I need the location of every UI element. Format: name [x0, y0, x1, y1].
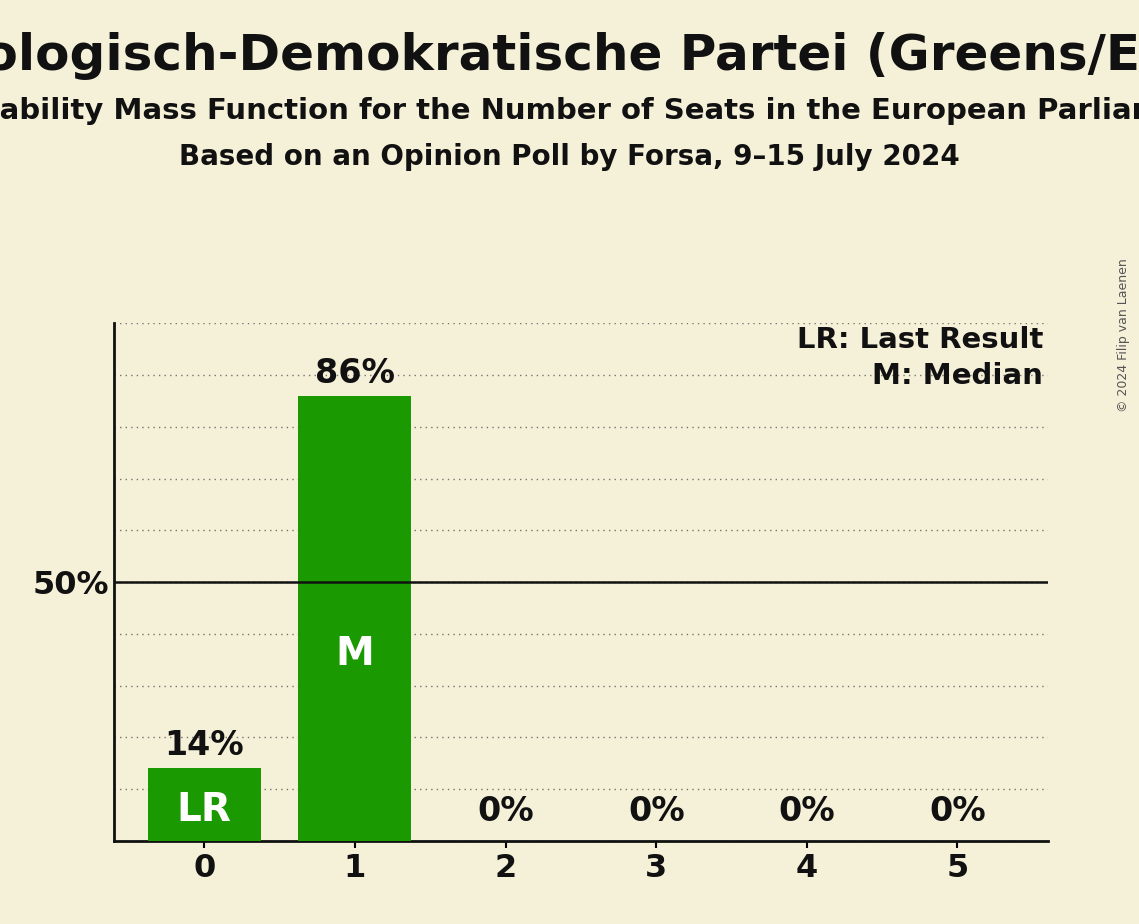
Text: 0%: 0%: [628, 795, 685, 828]
Text: M: Median: M: Median: [872, 362, 1043, 390]
Text: 14%: 14%: [164, 729, 244, 762]
Text: © 2024 Filip van Laenen: © 2024 Filip van Laenen: [1117, 259, 1130, 412]
Text: M: M: [336, 635, 375, 673]
Text: 86%: 86%: [316, 357, 395, 390]
Text: 0%: 0%: [929, 795, 986, 828]
Text: 0%: 0%: [779, 795, 835, 828]
Text: LR: LR: [177, 792, 231, 830]
Text: Probability Mass Function for the Number of Seats in the European Parliament: Probability Mass Function for the Number…: [0, 97, 1139, 125]
Text: Ökologisch-Demokratische Partei (Greens/EFA): Ökologisch-Demokratische Partei (Greens/…: [0, 23, 1139, 80]
Text: Based on an Opinion Poll by Forsa, 9–15 July 2024: Based on an Opinion Poll by Forsa, 9–15 …: [179, 143, 960, 171]
Text: LR: Last Result: LR: Last Result: [797, 326, 1043, 354]
Text: 0%: 0%: [477, 795, 534, 828]
Bar: [298, 395, 411, 841]
Bar: [148, 769, 261, 841]
